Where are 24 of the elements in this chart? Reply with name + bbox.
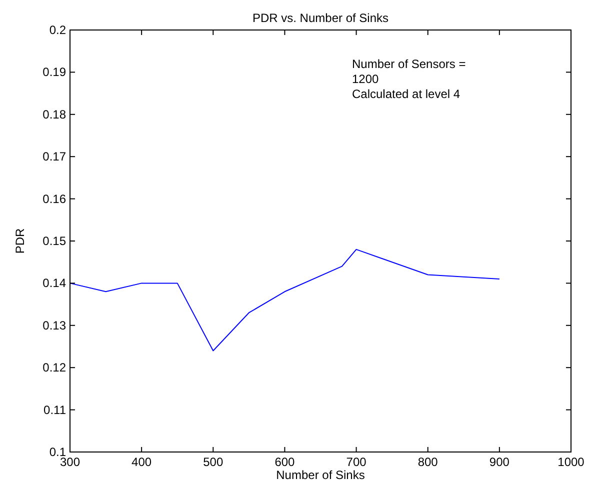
x-tick-label: 1000 xyxy=(558,455,585,469)
x-tick-label: 500 xyxy=(203,455,224,469)
chart-title: PDR vs. Number of Sinks xyxy=(252,11,389,25)
x-tick-label: 400 xyxy=(132,455,152,469)
annotation: Number of Sensors = xyxy=(352,57,466,71)
y-tick-label: 0.18 xyxy=(42,107,66,122)
annotation: 1200 xyxy=(352,72,380,86)
line-series xyxy=(70,248,500,352)
y-tick-label: 0.16 xyxy=(42,192,66,206)
y-tick-label: 0.19 xyxy=(42,65,66,80)
y-tick-label: 0.2 xyxy=(49,23,66,37)
y-tick-label: 0.11 xyxy=(44,402,66,417)
x-tick-label: 800 xyxy=(418,455,438,469)
x-axis-title: Number of Sinks xyxy=(276,468,365,482)
y-tick-label: 0.12 xyxy=(42,360,66,375)
annotation: Calculated at level 4 xyxy=(352,87,460,101)
x-tick-label: 700 xyxy=(346,455,367,469)
x-tick-label: 900 xyxy=(489,455,510,469)
y-tick-label: 0.17 xyxy=(42,150,66,164)
x-tick-label: 600 xyxy=(274,455,296,469)
y-tick-label: 0.13 xyxy=(42,318,66,332)
y-tick-label: 0.14 xyxy=(42,276,66,290)
y-tick-label: 0.15 xyxy=(42,234,66,248)
y-axis-title: PDR xyxy=(13,228,27,254)
